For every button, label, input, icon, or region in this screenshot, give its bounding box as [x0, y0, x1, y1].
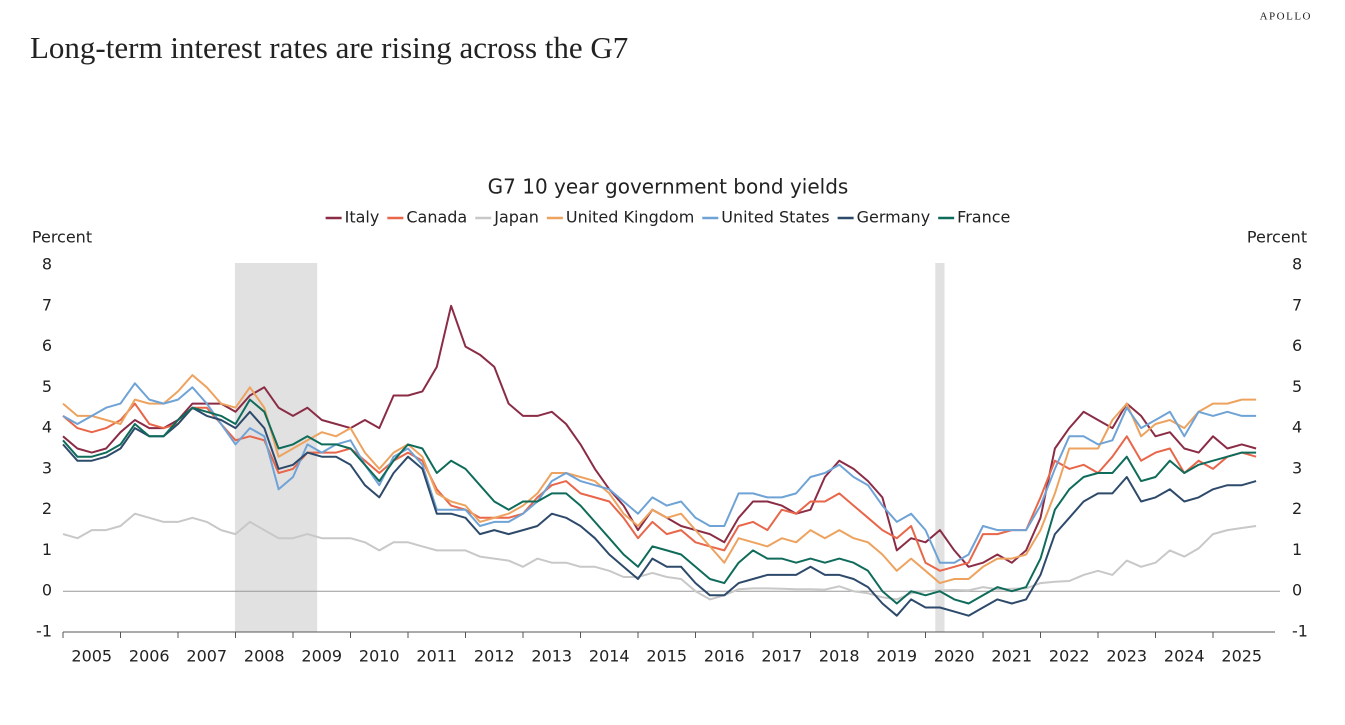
- legend-label: Canada: [406, 208, 467, 227]
- y2-tick-label: 0: [1292, 581, 1302, 600]
- legend-label: United Kingdom: [566, 208, 694, 227]
- x-tick-label: 2005: [71, 647, 112, 666]
- y2-tick-label: -1: [1292, 622, 1308, 641]
- y-tick-label: 8: [42, 255, 52, 274]
- x-tick-label: 2019: [876, 647, 917, 666]
- y2-tick-label: 6: [1292, 336, 1302, 355]
- y2-tick-label: 1: [1292, 540, 1302, 559]
- y-tick-label: 2: [42, 499, 52, 518]
- chart-title: G7 10 year government bond yields: [488, 175, 849, 199]
- x-tick-label: 2012: [474, 647, 515, 666]
- x-tick-label: 2023: [1106, 647, 1147, 666]
- x-tick-label: 2025: [1221, 647, 1262, 666]
- brand: APOLLO: [1260, 11, 1312, 23]
- x-tick-label: 2016: [704, 647, 745, 666]
- y-tick-label: 0: [42, 581, 52, 600]
- x-tick-label: 2011: [416, 647, 457, 666]
- x-tick-label: 2018: [819, 647, 860, 666]
- y-axis-label: Percent: [32, 228, 92, 247]
- x-tick-label: 2008: [244, 647, 285, 666]
- x-tick-label: 2009: [301, 647, 342, 666]
- x-tick-label: 2007: [186, 647, 227, 666]
- legend-label: Italy: [345, 208, 380, 227]
- recession-band: [935, 263, 945, 632]
- series-line: [62, 406, 1257, 617]
- y-tick-label: 4: [42, 418, 52, 437]
- y2-tick-label: 4: [1292, 418, 1302, 437]
- y2-tick-label: 2: [1292, 499, 1302, 518]
- y-tick-label: 6: [42, 336, 52, 355]
- y-tick-label: 5: [42, 377, 52, 396]
- y-tick-label: 1: [42, 540, 52, 559]
- x-tick-label: 2017: [761, 647, 802, 666]
- x-tick-label: 2020: [934, 647, 975, 666]
- x-tick-label: 2015: [646, 647, 687, 666]
- legend-label: Japan: [493, 208, 539, 227]
- x-tick-label: 2006: [129, 647, 170, 666]
- series-line: [62, 398, 1257, 605]
- y-tick-label: -1: [36, 622, 52, 641]
- y2-tick-label: 7: [1292, 295, 1302, 314]
- x-tick-label: 2013: [531, 647, 572, 666]
- y2-tick-label: 5: [1292, 377, 1302, 396]
- x-tick-label: 2022: [1049, 647, 1090, 666]
- legend-label: United States: [721, 208, 829, 227]
- series-line: [62, 382, 1257, 564]
- legend: Italy Canada Japan United Kingdom United Sta…: [325, 208, 1010, 227]
- y-tick-label: 7: [42, 295, 52, 314]
- x-tick-label: 2014: [589, 647, 630, 666]
- headline: Long-term interest rates are rising acro…: [30, 30, 628, 65]
- series-line: [62, 512, 1257, 601]
- legend-label: France: [957, 208, 1010, 227]
- y-tick-label: 3: [42, 458, 52, 477]
- y2-tick-label: 3: [1292, 458, 1302, 477]
- x-tick-label: 2010: [359, 647, 400, 666]
- y2-tick-label: 8: [1292, 255, 1302, 274]
- series-line: [62, 374, 1257, 585]
- x-tick-label: 2024: [1164, 647, 1205, 666]
- y2-axis-label: Percent: [1247, 228, 1307, 247]
- x-tick-label: 2021: [991, 647, 1032, 666]
- legend-label: Germany: [857, 208, 931, 227]
